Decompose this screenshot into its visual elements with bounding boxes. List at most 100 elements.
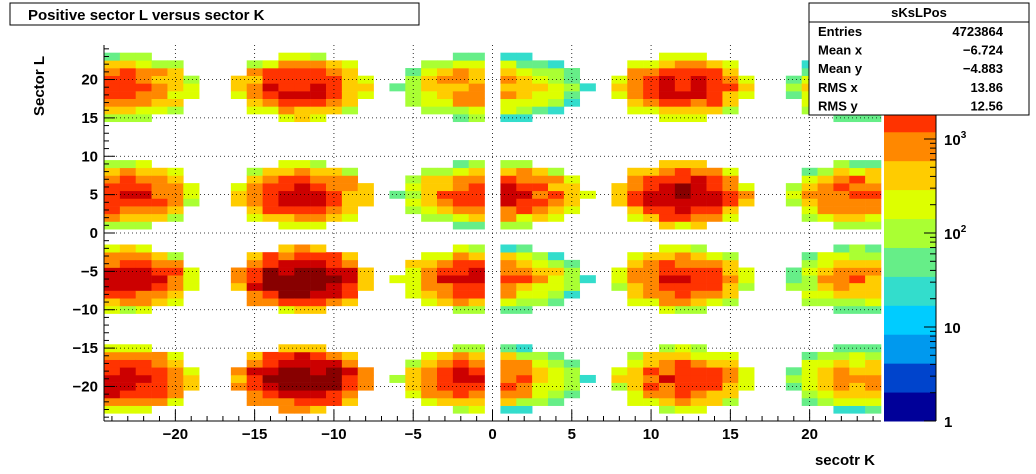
heatmap-cell: [468, 106, 485, 115]
heatmap-cell: [674, 305, 692, 314]
heatmap-cell: [627, 359, 644, 368]
heatmap-cell: [516, 298, 533, 307]
heatmap-cell: [421, 397, 438, 406]
heatmap-cell: [421, 83, 438, 92]
heatmap-cell: [627, 374, 644, 383]
heatmap-cell: [722, 75, 739, 84]
heatmap-cell: [421, 91, 438, 100]
heatmap-cell: [865, 206, 882, 215]
heatmap-cell: [516, 213, 533, 222]
heatmap-cell: [294, 290, 311, 299]
heatmap-cell: [167, 206, 184, 215]
heatmap-cell: [104, 252, 121, 261]
heatmap-cell: [548, 106, 565, 115]
heatmap-cell: [389, 190, 406, 199]
heatmap-cell: [437, 359, 454, 368]
heatmap-cell: [104, 52, 121, 61]
x-axis-title: secotr K: [815, 452, 875, 469]
color-scale-segment: [884, 247, 936, 277]
heatmap-cell: [452, 397, 470, 406]
heatmap-cell: [310, 397, 327, 406]
heatmap-cell: [310, 206, 327, 215]
x-tick-label: 10: [643, 426, 660, 443]
color-scale-label: 1: [944, 414, 952, 431]
heatmap-cell: [785, 183, 803, 192]
heatmap-cell: [690, 114, 707, 123]
heatmap-cell: [421, 106, 438, 115]
heatmap-cell: [722, 83, 739, 92]
heatmap-cell: [326, 75, 343, 84]
heatmap-cell: [690, 221, 707, 230]
heatmap-cell: [611, 267, 628, 276]
heatmap-cell: [500, 397, 517, 406]
heatmap-cell: [674, 351, 692, 360]
heatmap-cell: [785, 91, 803, 100]
heatmap-cell: [849, 198, 866, 207]
heatmap-cell: [659, 351, 676, 360]
heatmap-cell: [183, 198, 200, 207]
heatmap-cell: [674, 359, 692, 368]
heatmap-cell: [833, 167, 850, 176]
heatmap-cell: [785, 198, 803, 207]
heatmap-cell: [722, 390, 739, 399]
heatmap-cell: [500, 175, 517, 184]
heatmap-cell: [690, 91, 707, 100]
heatmap-cell: [167, 167, 184, 176]
heatmap-cell: [659, 298, 676, 307]
heatmap-cell: [262, 98, 279, 107]
stats-label: RMS x: [818, 80, 859, 95]
heatmap-cell: [405, 267, 422, 276]
heatmap-cell: [246, 91, 263, 100]
heatmap-cell: [262, 106, 279, 115]
heatmap-cell: [104, 275, 121, 284]
heatmap-cell: [659, 405, 676, 414]
heatmap-cell: [674, 68, 692, 76]
heatmap-cell: [643, 68, 660, 76]
heatmap-cell: [341, 382, 359, 391]
heatmap-cell: [310, 221, 327, 230]
color-scale-exponent: 2: [961, 224, 967, 235]
x-tick-label: −10: [321, 426, 346, 443]
heatmap-cell: [452, 175, 470, 184]
heatmap-cell: [294, 106, 311, 115]
heatmap-cell: [119, 98, 137, 107]
heatmap-cell: [104, 259, 121, 268]
heatmap-cell: [135, 259, 152, 268]
heatmap-cell: [500, 183, 517, 192]
color-scale-exponent: 3: [961, 130, 967, 141]
heatmap-cell: [611, 367, 628, 376]
heatmap-cell: [722, 106, 739, 115]
heatmap-cell: [849, 344, 866, 353]
heatmap-cell: [437, 83, 454, 92]
heatmap-cell: [437, 190, 454, 199]
heatmap-cell: [801, 359, 818, 368]
heatmap-cell: [500, 206, 517, 215]
heatmap-cell: [659, 252, 676, 261]
heatmap-cell: [167, 68, 184, 76]
heatmap-cell: [326, 367, 343, 376]
heatmap-cell: [548, 198, 565, 207]
heatmap-cell: [468, 359, 485, 368]
heatmap-cell: [659, 367, 676, 376]
heatmap-cell: [246, 382, 263, 391]
heatmap-cell: [310, 259, 327, 268]
heatmap-cell: [135, 267, 152, 276]
heatmap-cell: [183, 382, 200, 391]
heatmap-cell: [611, 374, 628, 383]
heatmap-cell: [294, 252, 311, 261]
heatmap-cell: [310, 390, 327, 399]
heatmap-cell: [104, 282, 121, 291]
heatmap-cell: [135, 221, 152, 230]
heatmap-cell: [310, 60, 327, 69]
heatmap-cell: [833, 359, 850, 368]
heatmap-cell: [674, 160, 692, 169]
heatmap-cell: [246, 183, 263, 192]
heatmap-cell: [405, 359, 422, 368]
heatmap-cell: [294, 267, 311, 276]
stats-value: 4723864: [952, 24, 1003, 39]
heatmap-cell: [722, 60, 739, 69]
heatmap-cell: [817, 298, 834, 307]
heatmap-cell: [104, 198, 121, 207]
y-tick-label: 5: [90, 187, 98, 204]
heatmap-cell: [278, 160, 295, 169]
